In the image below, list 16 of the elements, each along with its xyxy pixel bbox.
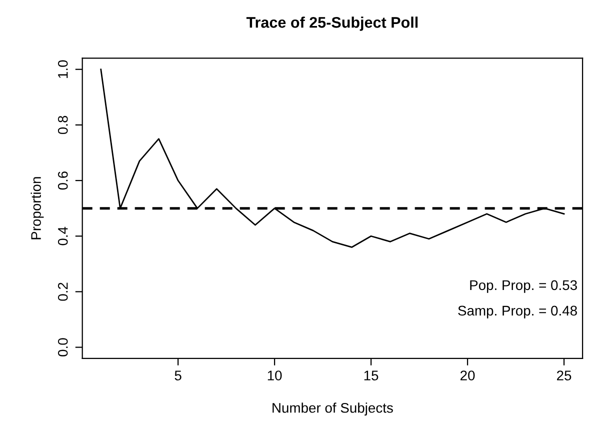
chart-title: Trace of 25-Subject Poll (246, 16, 418, 31)
y-axis-title: Proportion (30, 177, 44, 240)
x-tick-label: 5 (174, 370, 182, 380)
y-tick-label: 0.8 (58, 116, 68, 134)
y-tick-label: 0.6 (58, 171, 68, 190)
x-tick-label: 25 (557, 370, 572, 380)
x-axis-title: Number of Subjects (272, 402, 393, 416)
y-tick-label: 0.0 (58, 338, 68, 356)
annotation: Samp. Prop. = 0.48 (458, 306, 577, 318)
x-tick-label: 10 (268, 370, 282, 380)
y-tick-label: 0.4 (58, 226, 68, 246)
y-tick-label: 1.0 (58, 60, 68, 78)
x-tick-label: 20 (460, 370, 475, 380)
annotation: Pop. Prop. = 0.53 (470, 280, 577, 293)
y-tick-label: 0.2 (58, 282, 68, 301)
x-tick-label: 15 (364, 370, 378, 380)
